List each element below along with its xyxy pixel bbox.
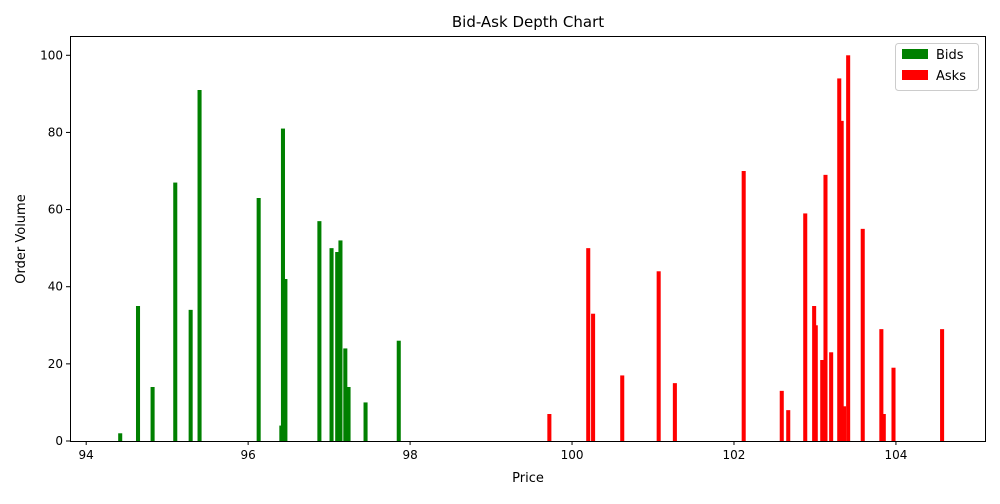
chart-title: Bid-Ask Depth Chart (452, 13, 604, 31)
plot-frame (70, 36, 986, 442)
asks-bar-2 (591, 313, 596, 441)
asks-bar-5 (672, 383, 677, 441)
bids-bar-17 (396, 340, 401, 441)
legend-swatch-bids (902, 49, 928, 59)
y-tick-label-5: 100 (40, 48, 63, 62)
bids-bar-9 (283, 279, 288, 441)
bids-bar-2 (150, 387, 155, 441)
y-tick-label-4: 80 (48, 125, 63, 139)
asks-bar-3 (620, 375, 625, 441)
y-tick-label-2: 40 (48, 280, 63, 294)
bids-bar-6 (256, 198, 261, 441)
asks-bar-20 (879, 329, 884, 441)
asks-bar-13 (823, 174, 828, 442)
x-axis: 94 96 98 100 102 104 (79, 441, 907, 462)
x-axis-label: Price (512, 471, 544, 486)
asks-bar-6 (741, 171, 746, 441)
asks-bar-8 (786, 410, 791, 441)
asks-bar-18 (846, 55, 851, 441)
bids-bar-12 (335, 252, 340, 441)
asks-bar-16 (839, 120, 844, 442)
x-tick-label-3: 100 (561, 448, 584, 462)
legend-label-bids: Bids (936, 48, 964, 63)
bids-bar-14 (343, 348, 348, 441)
bids-bar-4 (188, 309, 193, 441)
bids-bar-13 (338, 240, 343, 441)
asks-bar-0 (547, 414, 552, 441)
asks-bar-15 (837, 78, 842, 442)
x-tick-label-0: 94 (79, 448, 94, 462)
asks-bar-21 (881, 414, 886, 441)
asks-bar-7 (779, 390, 784, 441)
asks-bar-12 (820, 360, 825, 441)
y-tick-label-0: 0 (55, 434, 63, 448)
asks-bar-1 (586, 248, 591, 441)
bids-bar-3 (173, 182, 178, 441)
bids-bar-8 (280, 128, 285, 441)
asks-bar-23 (940, 329, 945, 441)
bars-layer (118, 55, 945, 442)
bids-bar-1 (135, 306, 141, 441)
bids-bar-11 (329, 248, 334, 441)
y-tick-label-3: 60 (48, 203, 63, 217)
x-tick-label-2: 98 (402, 448, 417, 462)
x-tick-label-4: 102 (723, 448, 746, 462)
asks-bar-11 (813, 325, 818, 441)
bids-bar-5 (197, 90, 202, 441)
bids-bar-15 (346, 387, 351, 441)
asks-bar-17 (842, 406, 847, 441)
x-tick-label-5: 104 (884, 448, 907, 462)
asks-bar-14 (829, 352, 834, 441)
legend-label-asks: Asks (936, 69, 966, 84)
x-tick-label-1: 96 (241, 448, 256, 462)
y-axis-label: Order Volume (14, 194, 29, 283)
asks-bar-9 (803, 213, 808, 441)
bids-bar-0 (118, 433, 123, 441)
y-tick-label-1: 20 (48, 357, 63, 371)
bids-bar-16 (363, 402, 368, 441)
asks-bar-22 (891, 367, 896, 441)
asks-bar-4 (656, 271, 661, 441)
asks-bar-19 (860, 228, 865, 441)
y-axis: 0 20 40 60 80 100 (40, 48, 70, 448)
legend: Bids Asks (895, 43, 979, 91)
bids-bar-10 (317, 221, 322, 441)
legend-swatch-asks (902, 70, 928, 80)
